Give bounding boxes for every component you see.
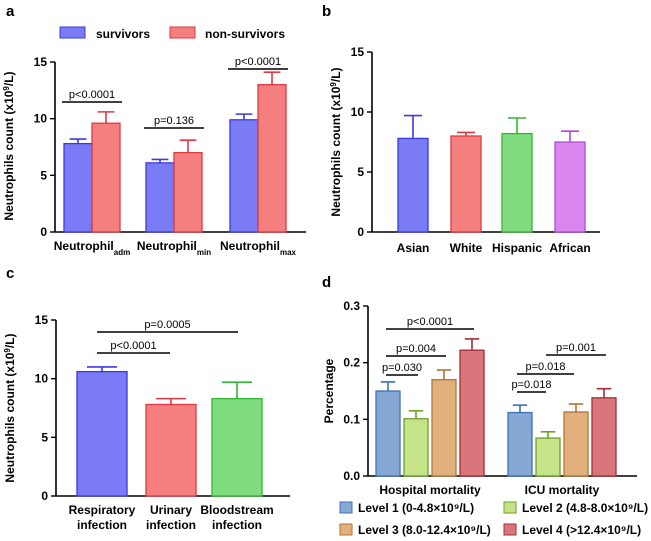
panel-c-y-tick-label: 15 <box>35 313 49 327</box>
panel-b-x-tick-label: White <box>450 241 483 255</box>
panel-a-survivors-bar <box>145 162 175 233</box>
panel-c-x-tick-label: Bloodstream <box>200 503 273 517</box>
panel-b-y-axis-label: Neutrophils count (x109/L) <box>329 67 344 216</box>
legend-swatch-level2 <box>503 501 517 514</box>
panel-a-chart: 0 5 10 15 Neutrophils count (x109/L) Neutroph… <box>2 26 306 257</box>
legend-label-level1: Level 1 (0-4.8×10⁹/L) <box>358 501 474 515</box>
panel-d-sig-label: p=0.018 <box>511 379 551 391</box>
panel-c-x-tick-label: infection <box>212 518 262 532</box>
panel-a-survivors-bar <box>229 119 259 233</box>
panel-d-label: d <box>322 274 331 291</box>
panel-b-x-tick-label: Asian <box>397 241 430 255</box>
panel-b-y-tick-label: 5 <box>357 165 364 179</box>
panel-d-sig-label: p=0.001 <box>556 342 596 354</box>
panel-b-x-tick-label: Hispanic <box>492 241 542 255</box>
panel-d-level4-bar <box>459 349 485 477</box>
panel-b-label: b <box>322 3 331 20</box>
panel-d-level1-bar <box>507 411 533 477</box>
panel-a-y-tick-label: 15 <box>34 55 48 69</box>
panel-d-sig-label: p=0.018 <box>525 361 565 373</box>
panel-c-y-axis-label: Neutrophils count (x109/L) <box>3 333 18 482</box>
legend-swatch-level1 <box>339 501 353 514</box>
panel-c-y-tick-label: 5 <box>41 430 48 444</box>
panel-c-x-tick-label: Urinary <box>150 503 192 517</box>
panel-c-chart: 0 5 10 15 Neutrophils count (x109/L) Respirat… <box>3 313 290 532</box>
panel-c-y-tick-label: 10 <box>35 372 49 386</box>
panel-d-y-tick-label: 0.1 <box>343 412 360 426</box>
panel-d-level2-bar <box>535 437 561 477</box>
legend-swatch-non-survivors <box>169 26 196 39</box>
panel-d-chart: 0.0 0.1 0.2 0.3 Percentage Hospital mortality… <box>322 299 648 537</box>
panel-c-Bloodstream-bar <box>211 397 263 497</box>
panel-c-Respiratory-bar <box>76 370 128 497</box>
legend-swatch-survivors <box>59 26 86 39</box>
panel-d-sig-label: p<0.0001 <box>407 316 453 328</box>
panel-d-level2-bar <box>403 418 429 477</box>
legend-swatch-level3 <box>339 523 353 536</box>
panel-c-x-tick-label: Respiratory <box>69 503 136 517</box>
panel-b-chart: 0 5 10 15 Neutrophils count (x109/L) Asian Whi… <box>329 45 600 255</box>
panel-a-label: a <box>6 3 15 20</box>
panel-a-y-tick-label: 10 <box>34 112 48 126</box>
panel-b-Hispanic-bar <box>501 132 533 233</box>
panel-c-y-tick-label: 0 <box>41 489 48 503</box>
panel-c-x-tick-label: infection <box>77 518 127 532</box>
panel-b-White-bar <box>450 135 482 233</box>
panel-d-level1-bar <box>375 390 401 477</box>
panel-b-x-tick-label: African <box>549 241 590 255</box>
panel-d-y-tick-label: 0.0 <box>343 469 360 483</box>
panel-b-African-bar <box>554 141 586 233</box>
panel-d-x-tick-label: ICU mortality <box>525 483 600 497</box>
panel-b-y-tick-label: 15 <box>351 45 365 59</box>
legend-label-non-survivors: non-survivors <box>205 27 285 41</box>
panel-d-sig-label: p=0.004 <box>396 343 436 355</box>
panel-d-level4-bar <box>591 397 617 477</box>
legend-label-survivors: survivors <box>96 27 150 41</box>
panel-c-label: c <box>6 265 14 282</box>
panel-a-y-tick-label: 5 <box>40 168 47 182</box>
panel-a-x-tick-label: Neutrophiladm <box>54 239 130 257</box>
panel-b-y-tick-label: 10 <box>351 105 365 119</box>
panel-c-sig-label: p=0.0005 <box>144 319 190 331</box>
panel-a-sig-label: p<0.0001 <box>69 89 115 101</box>
panel-d-y-tick-label: 0.3 <box>343 299 360 313</box>
panel-b-Asian-bar <box>397 137 429 233</box>
panel-a-non-survivors-bar <box>173 152 203 233</box>
panel-d-level3-bar <box>431 379 457 477</box>
panel-d-sig-label: p=0.030 <box>382 362 422 374</box>
panel-a-survivors-bar <box>63 142 93 233</box>
panel-a-y-tick-label: 0 <box>40 225 47 239</box>
panel-a-non-survivors-bar <box>91 122 121 233</box>
panel-b-y-tick-label: 0 <box>357 225 364 239</box>
panel-a-sig-label: p=0.136 <box>154 115 194 127</box>
panel-d-y-tick-label: 0.2 <box>343 356 360 370</box>
panel-d-x-tick-label: Hospital mortality <box>379 483 481 497</box>
panel-d-level3-bar <box>563 411 589 477</box>
panel-a-sig-label: p<0.0001 <box>235 56 281 68</box>
panel-c-x-tick-label: infection <box>146 518 196 532</box>
panel-a-y-axis-label: Neutrophils count (x109/L) <box>2 71 17 220</box>
legend-label-level4: Level 4 (>12.4×10⁹/L) <box>522 523 641 537</box>
panel-a-x-tick-label: Neutrophilmin <box>137 239 211 257</box>
legend-swatch-level4 <box>503 523 517 536</box>
panel-c-sig-label: p<0.0001 <box>110 340 156 352</box>
panel-a-x-tick-label: Neutrophilmax <box>220 239 297 257</box>
panel-c-Urinary-bar <box>145 403 197 497</box>
panel-a-non-survivors-bar <box>257 84 287 233</box>
panel-d-y-axis-label: Percentage <box>322 358 336 423</box>
legend-label-level3: Level 3 (8.0-12.4×10⁹/L) <box>358 523 491 537</box>
legend-label-level2: Level 2 (4.8-8.0×10⁹/L) <box>522 501 648 515</box>
